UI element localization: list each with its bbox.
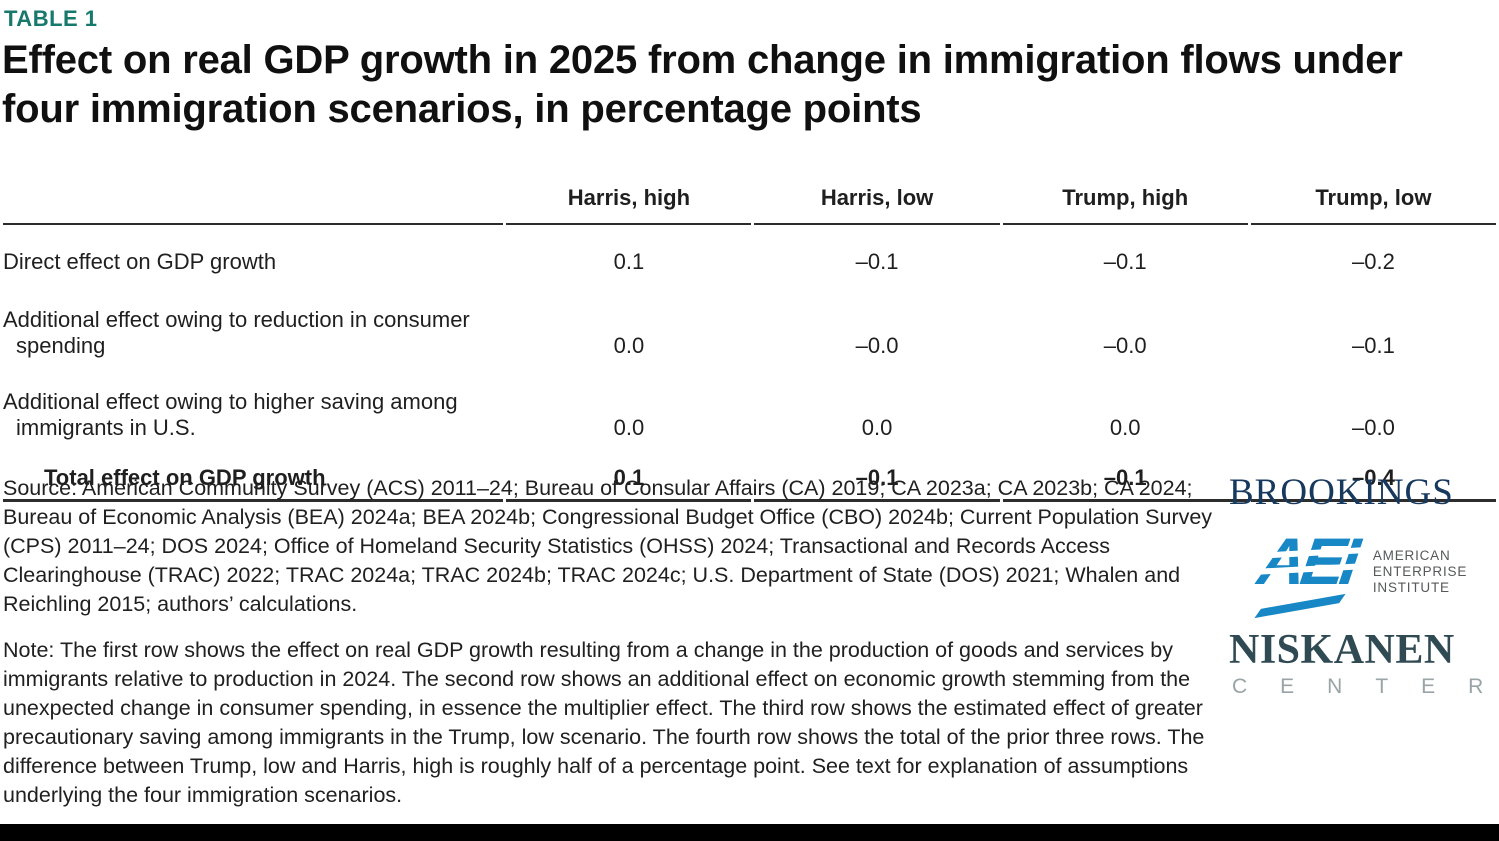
column-header-harris-low: Harris, low (754, 168, 1000, 225)
niskanen-logo: NISKANEN CENTER (1229, 628, 1497, 699)
table-row: Direct effect on GDP growth 0.1 –0.1 –0.… (3, 225, 1496, 281)
cell-value: 0.0 (613, 415, 645, 440)
note-text: Note: The first row shows the effect on … (3, 638, 1205, 807)
column-header-trump-low: Trump, low (1250, 168, 1496, 225)
header-row: Harris, high Harris, low Trump, high Tru… (3, 168, 1496, 225)
aei-text-line: AMERICAN (1372, 548, 1451, 563)
niskanen-center-text: CENTER (1232, 675, 1499, 698)
cell-value: 0.0 (1109, 415, 1141, 440)
footnotes-column: Source: American Community Survey (ACS) … (0, 474, 1218, 810)
footnotes-and-logos: Source: American Community Survey (ACS) … (0, 474, 1499, 810)
cell-value: –0.2 (1351, 249, 1395, 274)
cell-value: –0.0 (1351, 415, 1395, 440)
table-row: Additional effect owing to reduction in … (3, 281, 1496, 369)
cell-value: 0.1 (613, 249, 645, 274)
cell-value: –0.0 (855, 333, 899, 358)
aei-text-line: ENTERPRISE (1372, 564, 1468, 579)
column-header-trump-high: Trump, high (1002, 168, 1248, 225)
column-header-blank (3, 168, 504, 225)
figure-title: Effect on real GDP growth in 2025 from c… (2, 38, 1403, 131)
row-label: Additional effect owing to reduction in … (3, 307, 470, 358)
source-text: Source: American Community Survey (ACS) … (3, 476, 1213, 616)
column-header-harris-high: Harris, high (506, 168, 752, 225)
cell-value: –0.0 (1103, 333, 1147, 358)
niskanen-wordmark: NISKANEN (1229, 627, 1455, 673)
cell-value: –0.1 (1002, 449, 1248, 502)
row-label: Direct effect on GDP growth (3, 249, 277, 274)
cell-value: –0.1 (754, 449, 1000, 502)
cell-value: 0.0 (613, 333, 645, 358)
row-label-total: Total effect on GDP growth (3, 449, 504, 502)
cell-value: 0.0 (861, 415, 893, 440)
aei-letters: AEI (1253, 524, 1360, 598)
cell-value: 0.1 (506, 449, 752, 502)
aei-logo-mark: AEI (1254, 524, 1365, 619)
table-row: Additional effect owing to higher saving… (3, 369, 1496, 449)
table-label: TABLE 1 (4, 6, 98, 31)
cell-value: –0.4 (1250, 449, 1496, 502)
cell-value: –0.1 (855, 249, 899, 274)
cell-value: –0.1 (1351, 333, 1395, 358)
table-row-total: Total effect on GDP growth 0.1 –0.1 –0.1… (3, 449, 1496, 502)
brookings-logo: BROOKINGS (1229, 472, 1454, 513)
aei-text-line: INSTITUTE (1372, 580, 1450, 595)
logos-column: BROOKINGS AEI AMERICAN ENTERPRISE INSTIT… (1229, 474, 1499, 810)
footer-bar (0, 824, 1499, 841)
aei-logo: AEI AMERICAN ENTERPRISE INSTITUTE (1229, 524, 1497, 619)
gdp-effects-table: Harris, high Harris, low Trump, high Tru… (0, 168, 1499, 502)
aei-logo-text: AMERICAN ENTERPRISE INSTITUTE (1373, 548, 1467, 596)
cell-value: –0.1 (1103, 249, 1147, 274)
row-label: Additional effect owing to higher saving… (3, 389, 458, 440)
